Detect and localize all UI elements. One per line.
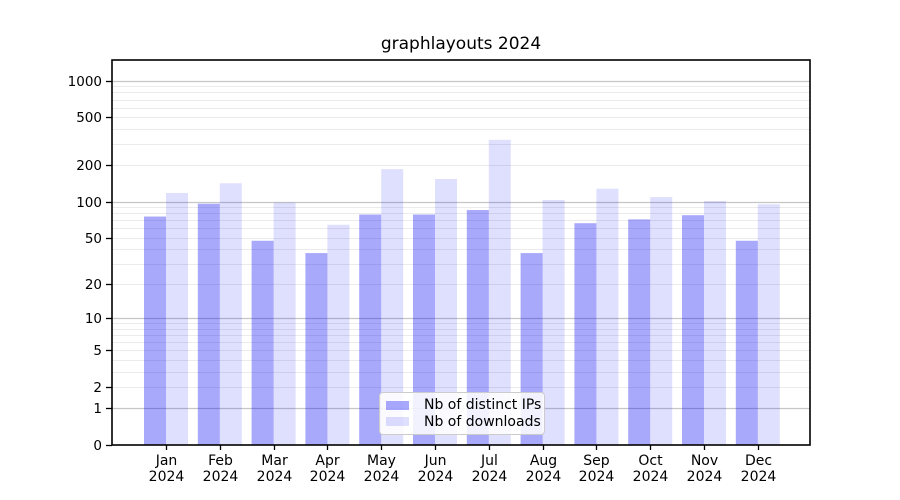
x-tick-label: Apr 2024 bbox=[310, 453, 346, 485]
bar-downloads-may bbox=[381, 169, 404, 445]
bar-downloads-jul bbox=[488, 139, 511, 445]
x-tick-label: Nov 2024 bbox=[687, 453, 723, 485]
y-tick-label: 50 bbox=[85, 231, 102, 247]
y-tick-label: 100 bbox=[76, 195, 102, 211]
legend-label-distinct-ips: Nb of distinct IPs bbox=[424, 397, 542, 414]
x-tick-label: Mar 2024 bbox=[257, 453, 293, 485]
legend-item-downloads: Nb of downloads bbox=[386, 414, 541, 430]
bar-distinct-ips-may bbox=[359, 214, 382, 445]
x-tick-label: Dec 2024 bbox=[741, 453, 777, 485]
x-tick-label: May 2024 bbox=[364, 453, 400, 485]
bar-distinct-ips-jul bbox=[466, 210, 489, 445]
bar-distinct-ips-mar bbox=[251, 240, 274, 445]
y-tick-label: 500 bbox=[76, 110, 102, 126]
x-tick-label: Aug 2024 bbox=[526, 453, 562, 485]
bar-downloads-apr bbox=[327, 224, 350, 445]
y-tick-label: 5 bbox=[93, 343, 102, 359]
bar-distinct-ips-feb bbox=[197, 203, 220, 445]
y-tick-label: 20 bbox=[85, 277, 102, 293]
legend-label-downloads: Nb of downloads bbox=[424, 413, 541, 430]
y-tick-label: 0 bbox=[93, 438, 102, 454]
x-tick-label: Jan 2024 bbox=[149, 453, 185, 485]
bar-downloads-feb bbox=[219, 183, 242, 445]
bar-downloads-oct bbox=[650, 197, 673, 445]
x-tick-label: Sep 2024 bbox=[579, 453, 615, 485]
y-tick-label: 10 bbox=[85, 311, 102, 327]
bar-downloads-dec bbox=[757, 204, 780, 445]
bar-downloads-nov bbox=[704, 201, 726, 445]
x-tick-label: Jun 2024 bbox=[418, 453, 454, 485]
bar-downloads-jun bbox=[435, 179, 457, 446]
legend-item-distinct-ips: Nb of distinct IPs bbox=[386, 397, 541, 413]
bar-distinct-ips-apr bbox=[305, 253, 328, 445]
bar-distinct-ips-oct bbox=[628, 219, 651, 445]
bar-distinct-ips-jan bbox=[144, 216, 166, 445]
legend-swatch-downloads-icon bbox=[386, 417, 409, 427]
bar-downloads-jan bbox=[166, 192, 188, 445]
bar-downloads-mar bbox=[273, 202, 296, 445]
y-tick-label: 1 bbox=[93, 401, 102, 417]
plot-frame bbox=[111, 59, 811, 446]
x-tick-label: Oct 2024 bbox=[633, 453, 669, 485]
y-tick-label: 200 bbox=[76, 158, 102, 174]
y-tick-label: 1000 bbox=[68, 74, 102, 90]
x-tick-label: Jul 2024 bbox=[472, 453, 508, 485]
bar-distinct-ips-sep bbox=[574, 223, 597, 445]
bar-distinct-ips-jun bbox=[413, 214, 435, 445]
bar-downloads-aug bbox=[542, 200, 565, 445]
bar-distinct-ips-nov bbox=[682, 215, 704, 445]
x-tick-label: Feb 2024 bbox=[203, 453, 239, 485]
chart-title: graphlayouts 2024 bbox=[380, 34, 542, 54]
legend: Nb of distinct IPs Nb of downloads bbox=[379, 392, 545, 435]
bar-distinct-ips-dec bbox=[735, 240, 758, 445]
bar-downloads-sep bbox=[596, 188, 619, 445]
y-tick-label: 2 bbox=[93, 380, 102, 396]
legend-swatch-distinct-ips-icon bbox=[386, 400, 409, 410]
